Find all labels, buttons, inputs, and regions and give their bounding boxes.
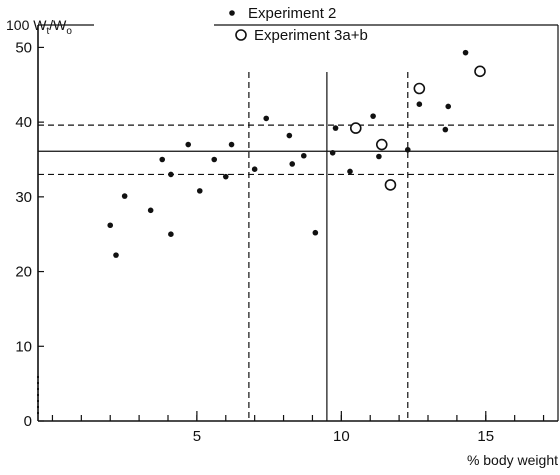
x-axis-label: % body weight — [467, 452, 558, 468]
x-tick-label-15: 15 — [477, 428, 494, 445]
point-s1-4 — [474, 65, 486, 78]
point-s0-0 — [107, 222, 114, 229]
point-s0-23 — [404, 146, 411, 153]
point-s0-22 — [376, 153, 382, 160]
point-s0-8 — [196, 188, 203, 194]
point-s0-12 — [251, 166, 258, 173]
point-s0-25 — [442, 126, 449, 133]
point-s0-7 — [185, 141, 192, 148]
y-tick-label-30: 30 — [15, 189, 32, 206]
point-s0-19 — [329, 149, 336, 156]
point-s1-2 — [384, 179, 397, 191]
point-s0-20 — [347, 168, 353, 175]
legend-label-series-1: Experiment 3a+b — [254, 27, 368, 44]
point-s0-10 — [222, 173, 229, 180]
point-s0-26 — [445, 103, 452, 110]
point-s0-3 — [147, 207, 154, 214]
point-s0-13 — [263, 115, 270, 122]
point-s0-24 — [416, 101, 423, 107]
point-s0-14 — [286, 132, 293, 139]
y-axis-label-ylabel-sub1: t — [46, 26, 49, 37]
y-tick-label-40: 40 — [15, 114, 32, 131]
x-tick-label-10: 10 — [333, 428, 350, 445]
y-tick-label-50: 50 — [15, 39, 32, 56]
point-s0-1 — [113, 252, 119, 258]
point-s0-27 — [462, 49, 469, 56]
y-axis-label-ylabel-sub2: o — [66, 26, 72, 37]
legend-marker-filled — [229, 10, 235, 16]
point-s0-11 — [228, 141, 235, 148]
y-tick-label-0: 0 — [24, 413, 32, 430]
point-s0-17 — [312, 229, 319, 236]
point-s0-18 — [332, 125, 339, 131]
point-s0-15 — [289, 161, 296, 167]
point-s0-2 — [121, 193, 128, 199]
y-axis-label-ylabel: 100 W — [6, 17, 47, 33]
point-s0-5 — [168, 171, 174, 178]
legend-marker-open — [235, 29, 247, 41]
point-s0-6 — [168, 231, 174, 238]
point-s0-9 — [211, 156, 218, 163]
legend-label-series-0: Experiment 2 — [248, 5, 336, 22]
y-axis-label: 100 Wt/Wo — [6, 17, 72, 37]
x-tick-label-5: 5 — [193, 428, 201, 445]
y-tick-label-10: 10 — [15, 338, 32, 355]
y-tick-label-20: 20 — [15, 264, 32, 281]
y-axis-label-ylabel-mid: /W — [49, 17, 67, 33]
point-s0-4 — [159, 156, 166, 163]
point-s1-0 — [349, 122, 362, 134]
point-s0-21 — [370, 113, 376, 119]
point-s1-1 — [375, 138, 388, 151]
point-s0-16 — [300, 152, 307, 159]
point-s1-3 — [413, 82, 426, 95]
